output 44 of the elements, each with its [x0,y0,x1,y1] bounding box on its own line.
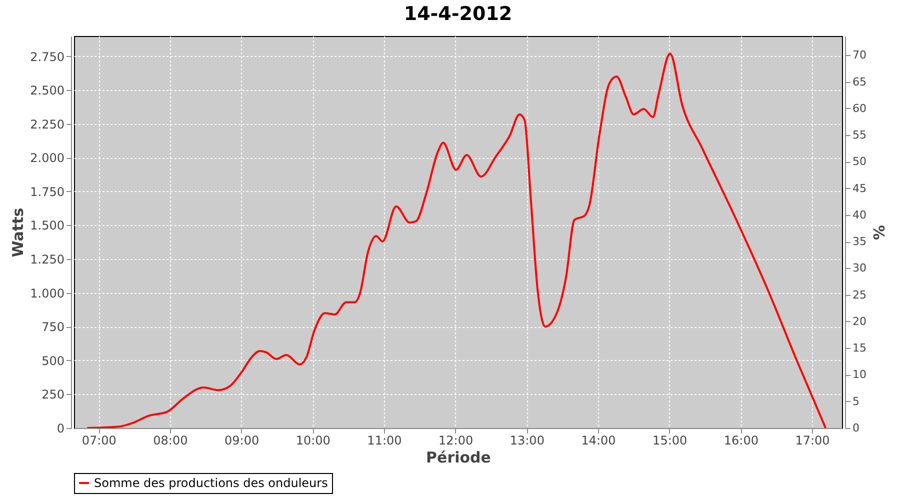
y2-tick-label: 45 [852,182,866,195]
y2-tick-label: 40 [852,208,866,222]
x-tick-label: 13:00 [510,434,544,448]
y2-tick-label: 60 [852,102,866,115]
y-tick-label: 1.250 [30,252,64,267]
x-tick-label: 10:00 [296,434,330,448]
y2-tick-label: 65 [852,75,866,88]
x-tick-label: 12:00 [438,434,474,448]
y-tick-label: 0 [56,422,64,436]
y-tick-label: 1.750 [30,184,64,199]
y2-tick-label: 50 [852,155,866,168]
y2-tick-label: 5 [852,394,860,408]
x-tick-label: 15:00 [652,434,688,448]
y2-tick-label: 20 [852,314,866,328]
chart-title: 14-4-2012 [404,3,512,25]
line-series [86,52,827,428]
y2-tick-label: 25 [852,288,866,302]
x-tick-label: 08:00 [153,434,188,448]
y-tick-label: 2.750 [30,50,64,64]
y-tick-label: 500 [42,354,64,368]
y-tick-label: 750 [42,320,64,334]
y2-tick-label: 35 [852,235,866,248]
legend-label: Somme des productions des onduleurs [94,476,328,490]
y-tick-label: 2.250 [30,117,64,132]
y2-tick-label: 0 [852,422,860,434]
x-tick-label: 17:00 [795,434,830,448]
x-tick-label: 11:00 [367,434,402,448]
y-tick-label: 250 [42,388,64,402]
y-tick-label: 2.000 [30,151,64,166]
y-tick-label: 1.500 [30,218,64,233]
x-tick-label: 14:00 [581,434,616,448]
y2-tick-label: 10 [852,368,866,382]
y2-tick-label: 30 [852,262,866,275]
y-tick-label: 1.000 [30,286,64,300]
y-tick-label: 2.500 [30,84,64,98]
y-axis-title: Watts [9,208,28,258]
y2-axis-title: % [869,224,888,240]
x-tick-label: 09:00 [224,434,260,448]
y2-tick-label: 55 [852,128,866,142]
x-axis-title: Période [426,448,491,466]
y2-tick-label: 15 [852,342,866,355]
y2-tick-label: 70 [852,48,866,62]
x-tick-label: 07:00 [82,434,116,448]
x-tick-label: 16:00 [724,434,758,448]
